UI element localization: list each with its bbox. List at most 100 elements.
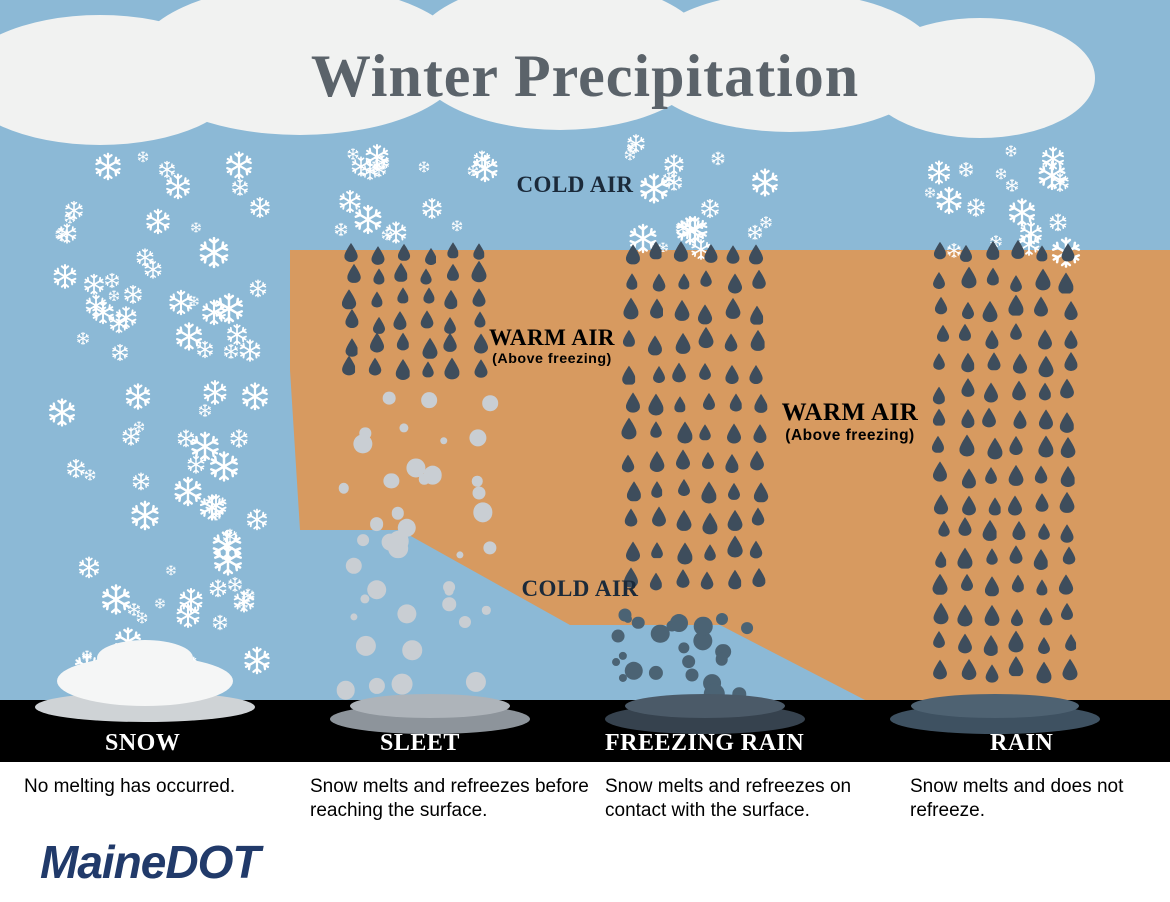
snowflake-icon	[65, 200, 85, 225]
raindrop-icon	[373, 268, 384, 289]
snowflake-icon	[225, 151, 254, 185]
snowflake-icon	[191, 220, 202, 238]
raindrop-icon	[1009, 545, 1022, 569]
raindrop-icon	[397, 333, 409, 356]
raindrop-icon	[677, 422, 692, 449]
snowflake-icon	[173, 477, 203, 512]
ice-pellet-icon	[444, 586, 453, 595]
precip-type-label: FREEZING RAIN	[605, 730, 804, 757]
snowflake-icon	[624, 148, 636, 166]
snowflake-icon	[84, 468, 96, 486]
air-label: WARM AIR(Above freezing)	[432, 325, 672, 367]
raindrop-icon	[749, 245, 763, 270]
raindrop-icon	[676, 449, 690, 474]
snowflake-icon	[165, 173, 192, 205]
raindrop-icon	[626, 542, 640, 567]
raindrop-icon	[754, 482, 768, 508]
raindrop-icon	[752, 508, 765, 531]
raindrop-icon	[1013, 354, 1027, 379]
ice-pellet-icon	[670, 614, 688, 632]
raindrop-icon	[347, 264, 360, 288]
raindrop-icon	[1010, 436, 1023, 460]
precip-description: Snow melts and refreezes on contact with…	[605, 775, 895, 823]
raindrop-icon	[1034, 297, 1048, 322]
raindrop-icon	[938, 521, 949, 542]
raindrop-icon	[425, 248, 437, 270]
raindrop-icon	[1063, 547, 1076, 570]
raindrop-icon	[957, 547, 972, 574]
ice-pellet-icon	[402, 641, 422, 661]
raindrop-icon	[752, 568, 765, 592]
raindrop-icon	[958, 323, 970, 345]
raindrop-icon	[621, 418, 636, 445]
raindrop-icon	[1035, 269, 1050, 296]
raindrop-icon	[423, 287, 434, 308]
snowflake-icon	[187, 455, 206, 479]
raindrop-icon	[676, 333, 691, 359]
raindrop-icon	[984, 635, 999, 661]
raindrop-icon	[934, 494, 948, 519]
raindrop-icon	[1060, 412, 1075, 438]
raindrop-icon	[1035, 465, 1048, 488]
raindrop-icon	[702, 452, 714, 474]
brand-logo: MaineDOT	[40, 835, 259, 889]
snowflake-icon	[1005, 144, 1017, 162]
raindrop-icon	[937, 324, 949, 346]
raindrop-icon	[750, 540, 762, 563]
raindrop-icon	[1061, 603, 1073, 625]
ground-pile	[35, 646, 255, 724]
raindrop-icon	[985, 576, 999, 601]
snowflake-icon	[239, 339, 262, 367]
raindrop-icon	[1038, 330, 1052, 355]
raindrop-icon	[1039, 409, 1053, 434]
raindrop-icon	[728, 510, 743, 536]
raindrop-icon	[372, 246, 385, 270]
snowflake-icon	[93, 152, 121, 185]
ice-pellet-icon	[741, 622, 753, 634]
raindrop-icon	[957, 605, 972, 632]
raindrop-icon	[752, 269, 766, 293]
raindrop-icon	[932, 574, 947, 600]
raindrop-icon	[370, 332, 384, 357]
snowflake-icon	[66, 459, 86, 484]
snowflake-icon	[122, 427, 141, 451]
raindrop-icon	[1036, 579, 1047, 600]
snowflake-icon	[130, 501, 160, 536]
snowflake-icon	[710, 151, 724, 170]
snowflake-icon	[1007, 198, 1036, 232]
ice-pellet-icon	[651, 624, 670, 643]
raindrop-icon	[958, 517, 971, 541]
raindrop-icon	[1039, 383, 1051, 406]
snowflake-icon	[249, 196, 271, 223]
title: Winter Precipitation	[0, 42, 1170, 111]
raindrop-icon	[650, 298, 664, 323]
raindrop-icon	[725, 298, 740, 324]
snowflake-icon	[205, 494, 228, 522]
snowflake-icon	[222, 529, 238, 550]
snowflake-icon	[227, 577, 242, 597]
raindrop-icon	[750, 305, 764, 330]
ice-pellet-icon	[459, 616, 471, 628]
snowflake-icon	[165, 563, 176, 581]
raindrop-icon	[447, 264, 459, 286]
ice-pellet-icon	[370, 517, 384, 531]
snowflake-icon	[229, 429, 248, 453]
ground-pile	[330, 688, 530, 730]
snowflake-icon	[124, 383, 151, 415]
snowflake-icon	[246, 508, 268, 535]
raindrop-icon	[961, 267, 976, 294]
raindrop-icon	[983, 301, 998, 327]
raindrop-icon	[673, 363, 687, 388]
infographic-canvas: Winter Precipitation COLD AIRWARM AIR(Ab…	[0, 0, 1170, 902]
ice-pellet-icon	[338, 483, 349, 494]
raindrop-icon	[1009, 465, 1024, 491]
raindrop-icon	[988, 352, 1001, 376]
raindrop-icon	[625, 508, 638, 531]
raindrop-icon	[728, 274, 742, 299]
raindrop-icon	[1036, 245, 1047, 266]
raindrop-icon	[1063, 659, 1078, 686]
raindrop-icon	[1060, 378, 1074, 403]
raindrop-icon	[650, 451, 665, 477]
raindrop-icon	[1035, 493, 1048, 517]
snowflake-icon	[196, 341, 214, 364]
